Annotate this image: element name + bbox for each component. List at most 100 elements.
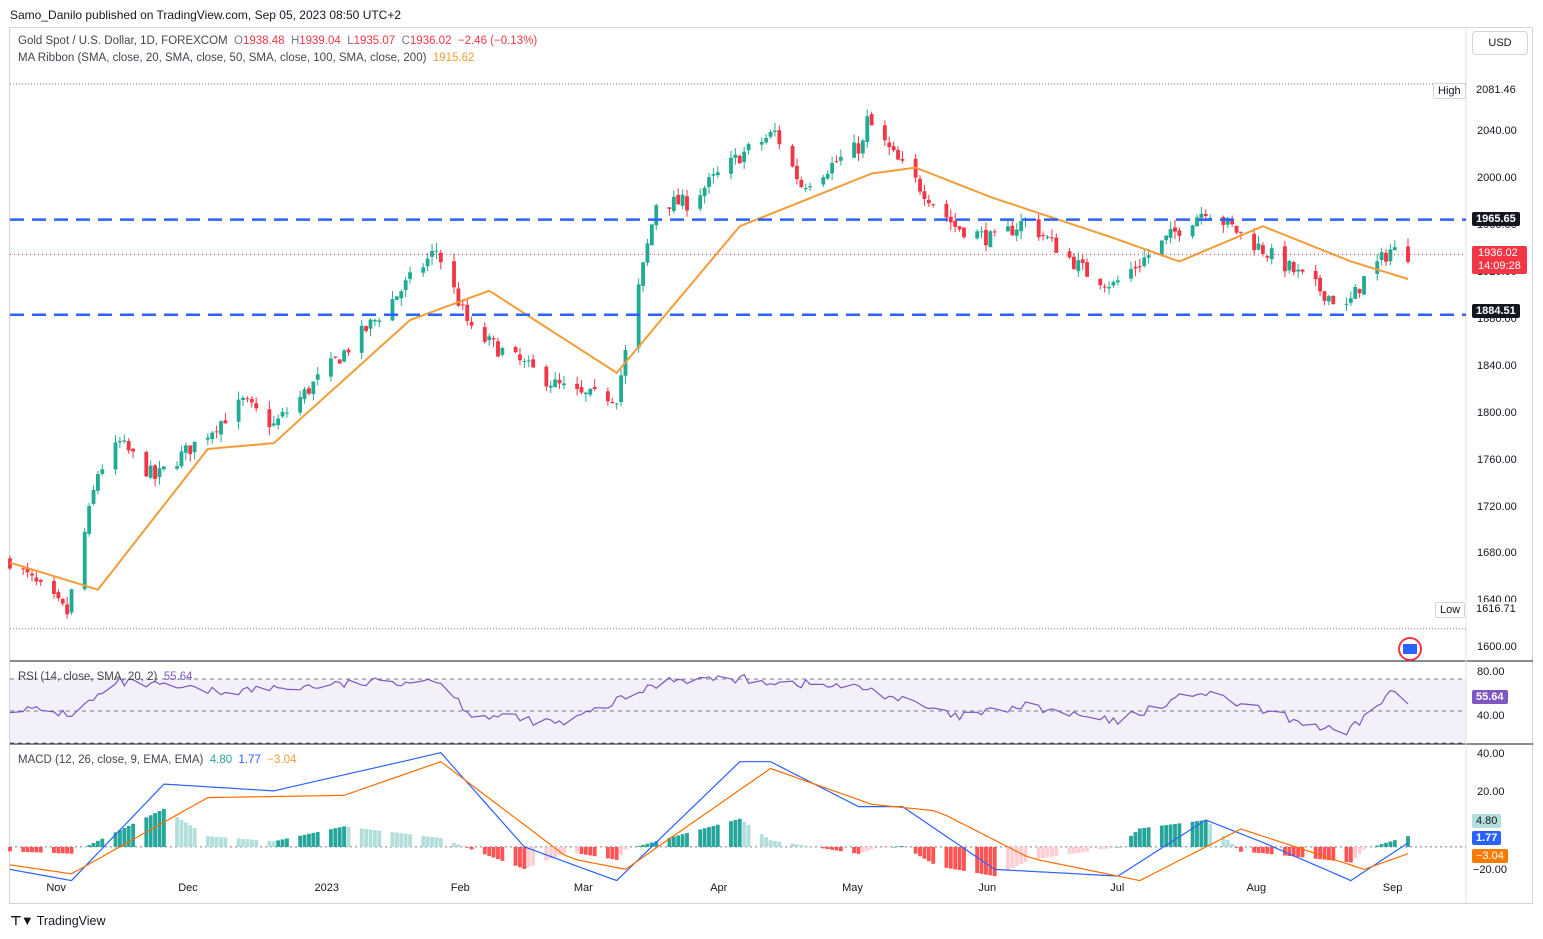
candle-down — [1230, 219, 1235, 225]
macd-histogram-bar — [522, 846, 527, 869]
candle-down — [891, 146, 896, 151]
candle-down — [56, 592, 61, 599]
macd-histogram-bar — [403, 833, 408, 847]
macd-histogram-bar — [307, 833, 311, 847]
candle-up — [372, 319, 377, 322]
macd-histogram-bar — [34, 846, 39, 853]
level-lines — [10, 83, 1466, 630]
macd-histogram-bar — [799, 844, 804, 847]
candle-up — [1107, 287, 1111, 289]
candle-down — [1384, 252, 1388, 262]
candle-down — [1331, 295, 1336, 305]
price-tick: 1760.00 — [1477, 453, 1517, 466]
candle-up — [522, 360, 527, 362]
time-tick: Jun — [978, 882, 997, 894]
macd-histogram-bar — [1045, 846, 1050, 858]
macd-histogram-bar — [333, 828, 338, 847]
candle-down — [223, 420, 228, 424]
macd-histogram-bar — [900, 846, 905, 847]
macd-histogram-bar — [1252, 846, 1257, 853]
macd-histogram-bar — [614, 846, 619, 860]
macd-histogram-bar — [1326, 846, 1331, 861]
macd-histogram-bar — [1098, 846, 1103, 850]
macd-histogram-bar — [113, 832, 118, 847]
macd-line-legend: 1.77 — [238, 754, 261, 766]
macd-histogram-bar — [210, 836, 215, 847]
macd-histogram-bar — [702, 828, 707, 847]
candle-up — [1225, 218, 1230, 225]
macd-histogram-bar — [1115, 846, 1120, 848]
macd-histogram-bar — [280, 839, 285, 847]
ma-ribbon-value: 1915.62 — [432, 52, 475, 64]
macd-histogram-bar — [452, 842, 456, 847]
macd-histogram-bar — [175, 817, 179, 847]
currency-button[interactable]: USD — [1472, 31, 1528, 55]
candle-up — [1019, 221, 1024, 232]
macd-histogram-bar — [671, 836, 676, 847]
macd-histogram-bar — [896, 846, 900, 848]
macd-histogram-bar — [465, 846, 470, 848]
candle-down — [953, 220, 958, 227]
macd-histogram-bar — [1159, 825, 1164, 847]
candle-up — [1379, 252, 1384, 261]
macd-histogram-bar — [399, 833, 404, 847]
candle-up — [526, 360, 531, 362]
macd-histogram-bar — [183, 822, 188, 847]
ma-line-layer — [9, 166, 1409, 591]
candle-up — [430, 250, 434, 257]
macd-histogram-bar — [469, 846, 474, 850]
candle-up — [1375, 261, 1380, 274]
macd-histogram-bar — [1313, 846, 1318, 859]
macd-histogram-bar — [368, 829, 373, 847]
candle-down — [605, 391, 610, 402]
macd-histogram-bar — [1014, 846, 1019, 867]
candle-up — [311, 381, 316, 395]
macd-histogram-bar — [1300, 846, 1305, 858]
macd-histogram-bar — [1344, 846, 1349, 863]
macd-histogram-bar — [926, 846, 931, 862]
candle-up — [96, 473, 100, 491]
low-tag-label: Low — [1435, 602, 1466, 618]
macd-histogram-bar — [667, 837, 672, 847]
macd-histogram-bar — [825, 846, 830, 850]
macd-label[interactable]: MACD (12, 26, close, 9, EMA, EMA) — [18, 754, 204, 766]
macd-histogram-bar — [1129, 835, 1133, 847]
macd-histogram-bar — [733, 819, 738, 847]
macd-histogram-bar — [773, 840, 777, 847]
high-value: 1939.04 — [299, 35, 341, 47]
price-tick: 1600.00 — [1477, 641, 1517, 654]
open-value: 1938.48 — [242, 35, 285, 47]
rsi-label[interactable]: RSI (14, close, SMA, 20, 2) — [18, 671, 158, 683]
candle-down — [896, 149, 900, 160]
macd-histogram-bar — [236, 838, 241, 847]
candle-down — [531, 359, 536, 368]
candle-down — [1234, 225, 1239, 233]
macd-histogram-bar — [768, 840, 773, 847]
macd-histogram-bar — [8, 846, 12, 852]
candle-down — [1406, 246, 1410, 262]
macd-histogram-bar — [1019, 846, 1024, 865]
macd-histogram-bar — [364, 829, 369, 847]
macd-histogram-bar — [746, 824, 751, 847]
candle-down — [1291, 262, 1296, 273]
candle-down — [575, 383, 580, 389]
macd-histogram-bar — [860, 846, 865, 853]
candle-up — [117, 440, 122, 443]
macd-histogram-bar — [241, 838, 245, 847]
macd-histogram-bar — [205, 836, 210, 847]
candle-down — [1313, 270, 1318, 280]
macd-histogram-bar — [1054, 846, 1059, 857]
ma-ribbon-label[interactable]: MA Ribbon (SMA, close, 20, SMA, close, 5… — [18, 52, 427, 64]
low-value: 1935.07 — [353, 35, 396, 47]
macd-line — [9, 752, 1409, 882]
candle-up — [161, 466, 166, 470]
candle-down — [676, 194, 681, 205]
symbol-name[interactable]: Gold Spot / U.S. Dollar, 1D, FOREXCOM — [18, 35, 228, 47]
candle-up — [91, 489, 96, 504]
macd-histogram-bar — [276, 840, 281, 847]
tradingview-logo-icon: ⊤▼ — [10, 913, 34, 928]
macd-histogram-bar — [1190, 821, 1195, 847]
macd-histogram-bar — [1133, 832, 1138, 847]
candle-down — [337, 359, 342, 364]
